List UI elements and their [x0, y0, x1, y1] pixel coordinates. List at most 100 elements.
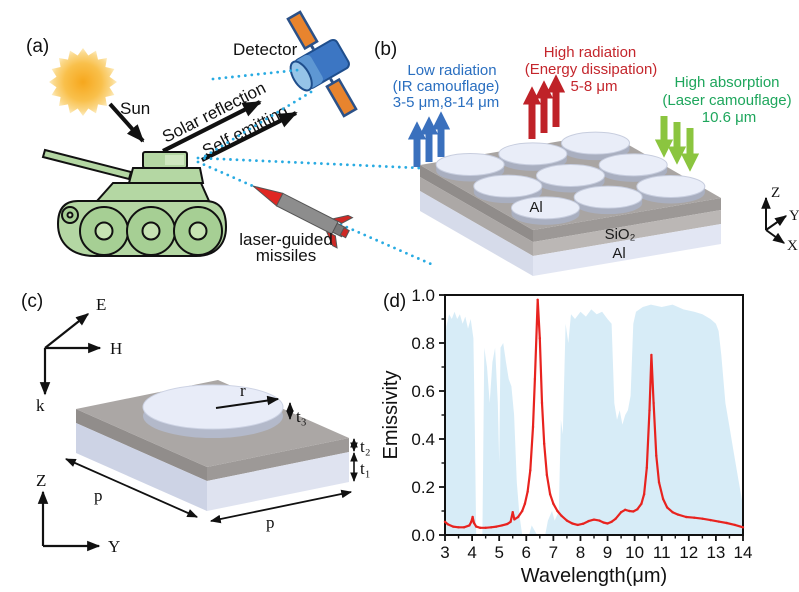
disk-top	[142, 384, 284, 430]
missile-fin-bottom	[325, 230, 338, 249]
slab-right-face-al-top	[533, 198, 721, 242]
missile-label-line1: laser-guided	[239, 230, 333, 249]
tank-icon	[41, 148, 228, 257]
chart-axes: 3 4 5 6 7 8 9 10 11 12 13 14 0.0 0.2 0.4 0.6 0.8 1.0 Wavel…	[380, 286, 752, 587]
zoom-line-top	[196, 156, 422, 170]
t3-label: t₃	[296, 407, 307, 426]
sun-icon	[49, 48, 117, 116]
satellite-icon	[286, 10, 358, 118]
satellite-lens	[289, 60, 313, 92]
t2-label: t₂	[360, 437, 371, 456]
axis-label-y: Y	[789, 208, 799, 224]
cell-right-face-t2	[207, 438, 349, 481]
green-annotation-line1: High absorption	[674, 74, 779, 91]
slab-left-face-sio2	[420, 177, 533, 256]
blue-up-arrows	[407, 111, 451, 167]
red-up-arrows	[522, 74, 566, 139]
y-tick-label: 0.2	[411, 478, 435, 497]
tank-turret	[127, 167, 205, 184]
missile-exhaust	[339, 227, 350, 239]
t1-label: t₁	[360, 459, 371, 478]
tank-wheel-small-hub	[66, 211, 74, 219]
slab-left-face-al-top	[420, 165, 533, 242]
axis-label-z: Z	[771, 185, 780, 201]
p-front-dim-arrow	[209, 489, 353, 524]
red-annotation: High radiation (Energy dissipation) 5-8 …	[525, 44, 658, 95]
missile-nose	[252, 185, 284, 207]
x-tick-label: 7	[549, 543, 558, 562]
field-axes	[39, 313, 102, 396]
x-tick-label: 13	[706, 543, 725, 562]
chart-emissivity-curve	[443, 298, 745, 529]
axis-label-z: Z	[36, 471, 46, 490]
blue-annotation: Low radiation (IR camouflage) 3-5 μm,8-1…	[393, 62, 500, 111]
x-tick-label: 8	[576, 543, 585, 562]
y-tick-label: 1.0	[411, 286, 435, 305]
panel-c-axes	[37, 490, 101, 552]
detector-label: Detector	[233, 40, 298, 59]
x-tick-label: 14	[734, 543, 753, 562]
sun-to-tank-arrow	[108, 102, 145, 143]
missile-label-line2: missiles	[256, 246, 316, 265]
solar-reflection-arrow	[162, 100, 262, 153]
tank-barrel	[41, 148, 133, 181]
dotted-sight-lines	[196, 68, 433, 266]
red-annotation-line1: High radiation	[544, 44, 637, 61]
green-annotation: High absorption (Laser camouflage) 10.6 …	[662, 74, 791, 126]
tank-wheels	[79, 206, 223, 256]
x-tick-label: 12	[679, 543, 698, 562]
layer-label-top-al: Al	[529, 199, 542, 216]
p-left-label: p	[94, 486, 103, 505]
p-front-label: p	[266, 513, 275, 532]
x-tick-label: 10	[625, 543, 644, 562]
layer-label-bottom-al: Al	[612, 245, 625, 262]
slab-right-face-al-bottom	[533, 224, 721, 276]
panel-a-label: (a)	[26, 36, 49, 57]
red-annotation-line3: 5-8 μm	[571, 78, 618, 95]
x-tick-label: 4	[467, 543, 476, 562]
blue-annotation-line3: 3-5 μm,8-14 μm	[393, 94, 499, 111]
green-annotation-line2: (Laser camouflage)	[662, 92, 791, 109]
satellite-solar-panel-top	[286, 10, 319, 51]
layer-label-sio2: SiO₂	[605, 226, 636, 243]
panel-c: (c) E H k Z Y r t₃ t₂	[21, 291, 371, 556]
missile-body	[275, 192, 339, 235]
self-emitting-arrow	[201, 111, 298, 162]
blue-annotation-line1: Low radiation	[407, 62, 496, 79]
atmosphere-fill	[445, 304, 743, 535]
panel-b-label: (b)	[374, 39, 397, 60]
axis-label-x: X	[787, 238, 798, 254]
sight-line-detector-tank	[200, 90, 313, 160]
radius-label: r	[240, 381, 246, 400]
e-field-label: E	[96, 295, 106, 314]
metasurface-slab: Al SiO₂ Al	[420, 131, 721, 276]
missile-fin-top	[331, 214, 354, 224]
panel-a: (a) Sun	[26, 10, 433, 266]
satellite-solar-panel-bottom	[325, 77, 358, 118]
k-vector-label: k	[36, 396, 45, 415]
panel-c-label: (c)	[21, 291, 43, 312]
radius-arrow	[215, 395, 280, 409]
sight-line-detector-left	[211, 68, 300, 81]
tank-hull	[94, 182, 211, 202]
x-axis-title: Wavelength(μm)	[521, 565, 667, 587]
x-tick-label: 9	[603, 543, 612, 562]
slab-right-face-sio2	[533, 210, 721, 256]
axis-label-y: Y	[108, 537, 120, 556]
sun-label: Sun	[120, 99, 150, 118]
tank-hatch-window	[165, 155, 184, 165]
panel-d: (d) 3 4 5 6 7 8 9 10 11 12 13 14 0.0 0.2 0.4 0.6 0.8 1.0 W…	[380, 286, 752, 587]
unit-cell	[76, 380, 349, 511]
slab-left-face-al-bottom	[420, 191, 533, 276]
panel-b: (b) Low radiation (IR camouflage) 3-5 μm…	[374, 39, 799, 276]
y-tick-label: 0.0	[411, 526, 435, 545]
panel-b-axes	[761, 196, 787, 244]
p-left-dim-arrow	[65, 458, 198, 518]
x-tick-label: 11	[653, 543, 671, 562]
panel-d-label: (d)	[383, 291, 406, 312]
red-annotation-line2: (Energy dissipation)	[525, 61, 658, 78]
x-tick-label: 3	[440, 543, 449, 562]
h-field-label: H	[110, 339, 122, 358]
disk-array	[435, 131, 706, 225]
